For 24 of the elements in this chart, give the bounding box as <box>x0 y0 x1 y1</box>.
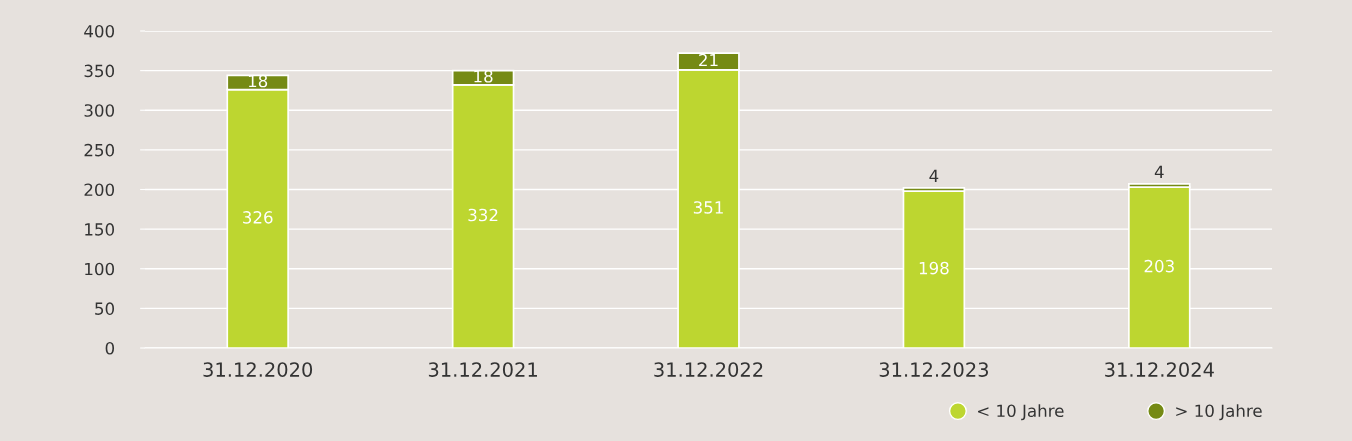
y-tick-label: 150 <box>85 223 115 236</box>
data-label: 203 <box>1144 259 1174 273</box>
x-tick-label: 31.12.2023 <box>879 362 989 377</box>
y-tick-label: 200 <box>84 183 115 197</box>
x-tick-label: 31.12.2024 <box>1105 362 1214 377</box>
y-tick-label: 350 <box>84 64 115 78</box>
x-tick-label: 31.12.2020 <box>203 362 313 377</box>
data-label: 4 <box>929 169 939 182</box>
y-tick-label: 100 <box>85 262 115 276</box>
legend-label: < 10 Jahre <box>978 404 1064 421</box>
data-label: 198 <box>919 261 949 275</box>
x-tick-label: 31.12.2021 <box>428 362 537 377</box>
legend-label: > 10 Jahre <box>1176 404 1262 421</box>
x-tick-label: 31.12.2022 <box>654 362 763 377</box>
data-label: 351 <box>693 201 723 214</box>
y-tick-label: 0 <box>105 341 115 355</box>
y-tick-label: 400 <box>84 24 115 38</box>
y-tick-label: 300 <box>84 104 115 117</box>
data-label: 4 <box>1154 165 1164 178</box>
data-label: 326 <box>243 211 273 224</box>
data-label: 21 <box>699 53 718 67</box>
y-tick-label: 50 <box>95 302 115 315</box>
y-tick-label: 250 <box>84 143 115 157</box>
data-label: 332 <box>468 208 498 222</box>
